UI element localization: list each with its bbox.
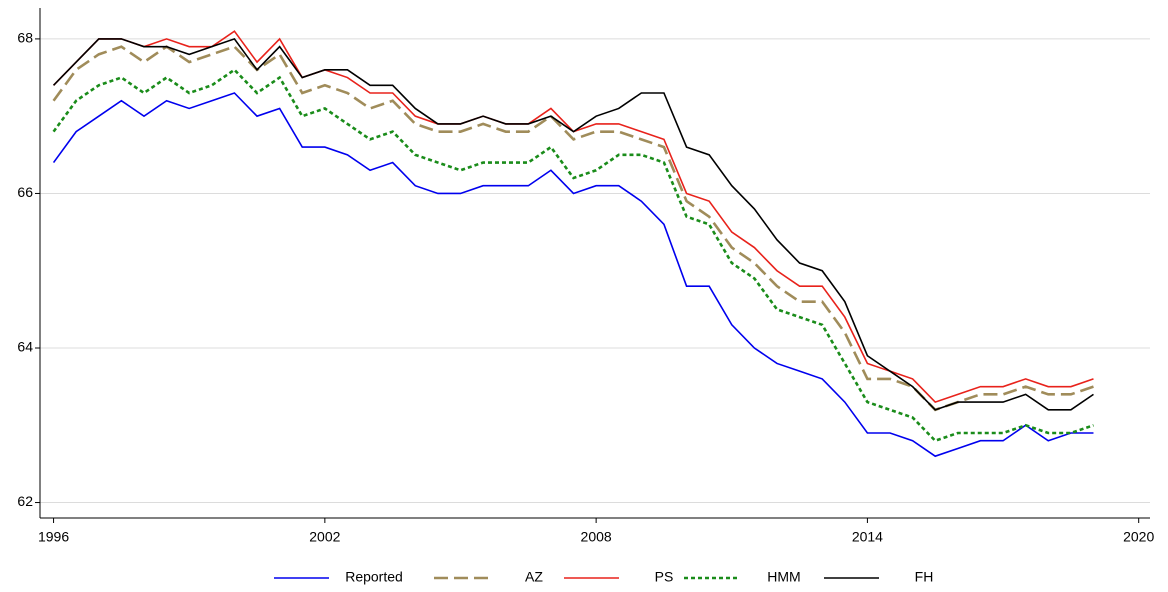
y-tick-label: 64 <box>17 339 33 355</box>
y-tick-label: 66 <box>17 184 33 200</box>
y-tick-label: 68 <box>17 30 33 46</box>
legend-label: Reported <box>345 569 403 585</box>
series-line <box>52 37 1094 411</box>
legend-label: PS <box>655 569 674 585</box>
series-line <box>52 92 1094 458</box>
legend-label: FH <box>915 569 934 585</box>
y-tick-label: 62 <box>17 493 33 509</box>
legend-label: HMM <box>767 569 800 585</box>
series-line <box>52 68 1094 443</box>
x-tick-label: 2002 <box>309 529 340 545</box>
legend-label: AZ <box>525 569 543 585</box>
x-tick-label: 2014 <box>852 529 883 545</box>
x-tick-label: 2008 <box>581 529 612 545</box>
x-tick-label: 1996 <box>38 529 69 545</box>
x-tick-label: 2020 <box>1123 529 1154 545</box>
